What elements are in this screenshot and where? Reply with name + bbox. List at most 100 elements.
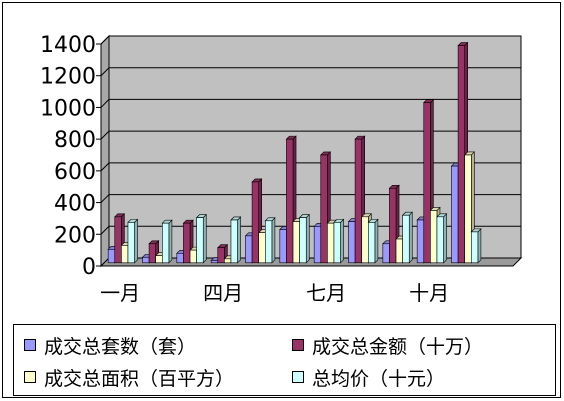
bar-front — [333, 222, 341, 264]
legend-label: 成交总套数（套） — [44, 335, 197, 358]
chart-legend: 成交总套数（套） 成交总金额（十万） 成交总面积（百平方） 总均价（十元） — [13, 324, 556, 396]
bar-front — [402, 214, 410, 264]
bar-front — [313, 226, 322, 264]
legend-swatch — [24, 371, 36, 383]
bar-side — [202, 213, 207, 264]
bar-front — [279, 229, 287, 264]
legend-swatch — [292, 371, 304, 383]
bar-front — [436, 216, 444, 264]
bar-side — [237, 216, 241, 264]
bar-front — [121, 245, 129, 264]
bar-front — [470, 231, 479, 264]
legend-swatch — [292, 339, 304, 351]
legend-swatch — [24, 339, 36, 351]
x-tick-label: 十月 — [409, 281, 449, 305]
bar-front — [348, 221, 356, 264]
bar-front — [258, 232, 266, 264]
bar-front — [251, 181, 260, 264]
bar-front — [114, 216, 122, 264]
gridline — [100, 130, 521, 140]
bar-front — [162, 222, 170, 264]
gridline — [100, 35, 521, 45]
bar-front — [367, 222, 376, 264]
bar-front — [183, 222, 191, 264]
bar-side — [443, 213, 447, 264]
bar-side — [271, 217, 276, 264]
y-tick-label: 600 — [54, 160, 96, 185]
gridline — [100, 162, 521, 172]
bar-front — [423, 102, 431, 264]
legend-label: 成交总金额（十万） — [312, 335, 484, 358]
x-tick-label: 四月 — [203, 281, 243, 305]
bar-front — [217, 247, 225, 264]
legend-item: 成交总金额（十万） — [292, 333, 484, 358]
chart-frame: 0 200 400 600 800 1000 1200 1400 一月 四月 七月 十月 成交总套数（… — [2, 2, 561, 398]
legend-label: 总均价（十元） — [312, 367, 446, 390]
bar-front — [464, 154, 472, 264]
bar — [161, 219, 173, 264]
bar — [470, 228, 482, 264]
y-tick-label: 1200 — [40, 65, 96, 90]
gridline — [100, 67, 521, 77]
bar-front — [189, 249, 197, 264]
bar — [367, 218, 379, 264]
legend-item: 成交总面积（百平方） — [24, 365, 235, 390]
bar-front — [286, 138, 294, 264]
bar — [401, 211, 413, 264]
gridline — [100, 194, 521, 203]
bar — [436, 213, 448, 264]
bar-side — [134, 218, 138, 264]
bar-side — [374, 218, 379, 264]
bar-front — [292, 221, 300, 264]
bar-front — [142, 256, 150, 264]
legend-item: 总均价（十元） — [292, 365, 446, 390]
bar-front — [299, 217, 307, 264]
bar-front — [224, 258, 232, 264]
x-tick-label: 七月 — [306, 281, 346, 305]
gridline — [100, 225, 521, 235]
bar — [298, 213, 310, 264]
y-tick-label: 0 — [82, 255, 96, 280]
bar — [333, 218, 345, 264]
legend-item: 成交总套数（套） — [24, 333, 197, 358]
y-tick-label: 1400 — [40, 33, 96, 58]
y-tick-label: 400 — [54, 192, 96, 217]
x-tick-label: 一月 — [100, 281, 140, 305]
bar-front — [354, 138, 363, 264]
bar-side — [408, 211, 413, 264]
y-tick-label: 1000 — [40, 96, 96, 121]
bar-front — [127, 222, 135, 264]
bar-side — [340, 218, 344, 264]
bar-front — [230, 219, 238, 264]
gridline — [100, 98, 521, 108]
bar-front — [327, 222, 335, 264]
bar-front — [382, 243, 390, 264]
y-tick-label: 800 — [54, 128, 96, 153]
bar-front — [155, 255, 163, 264]
bar-side — [477, 228, 482, 264]
bar-front — [457, 45, 466, 264]
bar-front — [416, 219, 425, 264]
bar-front — [389, 187, 397, 264]
bar — [264, 217, 276, 264]
bar-front — [148, 243, 157, 264]
bar-side — [305, 213, 310, 264]
bar-front — [320, 154, 328, 264]
bar-front — [196, 217, 204, 264]
bar-front — [361, 216, 369, 264]
bar-front — [176, 252, 184, 264]
bar-front — [395, 238, 403, 264]
bar-front — [107, 249, 116, 264]
y-tick-label: 200 — [54, 223, 96, 248]
bar-front — [264, 220, 273, 264]
bar-front — [210, 260, 219, 264]
bar-front — [245, 235, 253, 264]
bar — [195, 213, 207, 264]
bar-front — [451, 165, 459, 264]
bar-chart: 0 200 400 600 800 1000 1200 1400 一月 四月 七月 十月 — [40, 33, 523, 305]
legend-label: 成交总面积（百平方） — [44, 367, 235, 390]
bar-side — [168, 219, 173, 264]
bar — [230, 216, 242, 264]
bar — [127, 218, 139, 264]
plot-side-wall — [100, 34, 110, 268]
